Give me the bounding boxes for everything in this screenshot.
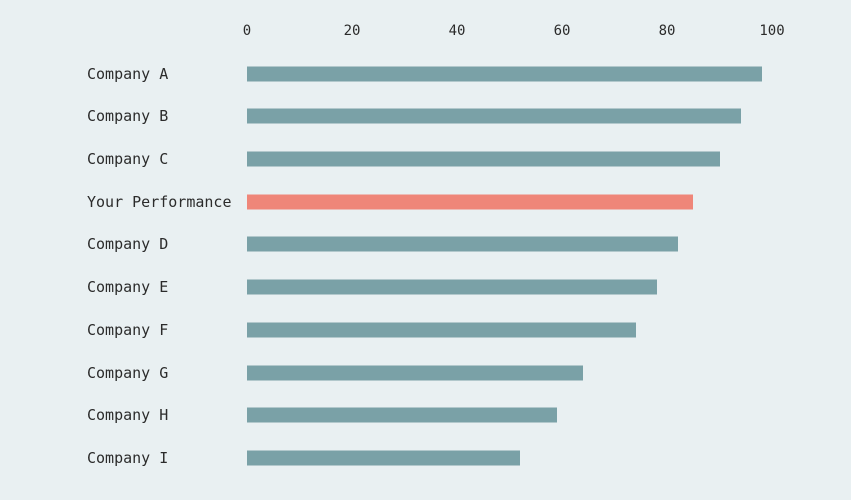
row-label: Company G [87, 363, 169, 382]
row-label: Your Performance [87, 192, 232, 211]
bar-track [247, 151, 772, 167]
chart-row: Company G [0, 351, 851, 394]
chart-row: Company A [0, 52, 851, 95]
chart-row: Company D [0, 223, 851, 266]
row-label: Company C [87, 149, 169, 168]
bar [247, 151, 720, 167]
x-axis-tick: 80 [658, 23, 676, 39]
bar-track [247, 236, 772, 252]
row-label: Company F [87, 320, 169, 339]
x-axis: 0 20 40 60 80 100 [243, 22, 785, 40]
row-label: Company D [87, 235, 169, 254]
bar-track [247, 322, 772, 338]
highlight-bar [247, 194, 694, 210]
bar [247, 108, 741, 124]
x-axis-tick: 60 [553, 23, 571, 39]
x-axis-tick: 100 [759, 23, 785, 39]
bar [247, 322, 636, 338]
row-label: Company A [87, 64, 169, 83]
row-label: Company H [87, 406, 169, 425]
bar [247, 407, 557, 423]
row-label: Company B [87, 107, 169, 126]
x-axis-tick: 0 [242, 23, 252, 39]
chart-row: Company E [0, 266, 851, 309]
row-label: Company E [87, 278, 169, 297]
bar-track [247, 450, 772, 466]
bar-track [247, 407, 772, 423]
x-axis-tick: 20 [343, 23, 361, 39]
bar-track [247, 108, 772, 124]
bar-track [247, 279, 772, 295]
chart-row: Company C [0, 137, 851, 180]
bar-track [247, 66, 772, 81]
row-label: Company I [87, 448, 169, 467]
x-axis-tick: 40 [448, 23, 466, 39]
bar [247, 365, 583, 381]
bar-track [247, 194, 772, 210]
bar-track [247, 365, 772, 381]
chart-row: Your Performance [0, 180, 851, 223]
chart-row: Company I [0, 436, 851, 479]
chart-row: Company F [0, 308, 851, 351]
chart-row: Company H [0, 394, 851, 437]
bar [247, 236, 678, 252]
chart-row: Company B [0, 95, 851, 138]
bar [247, 279, 657, 295]
bar [247, 66, 762, 81]
bar [247, 450, 520, 466]
